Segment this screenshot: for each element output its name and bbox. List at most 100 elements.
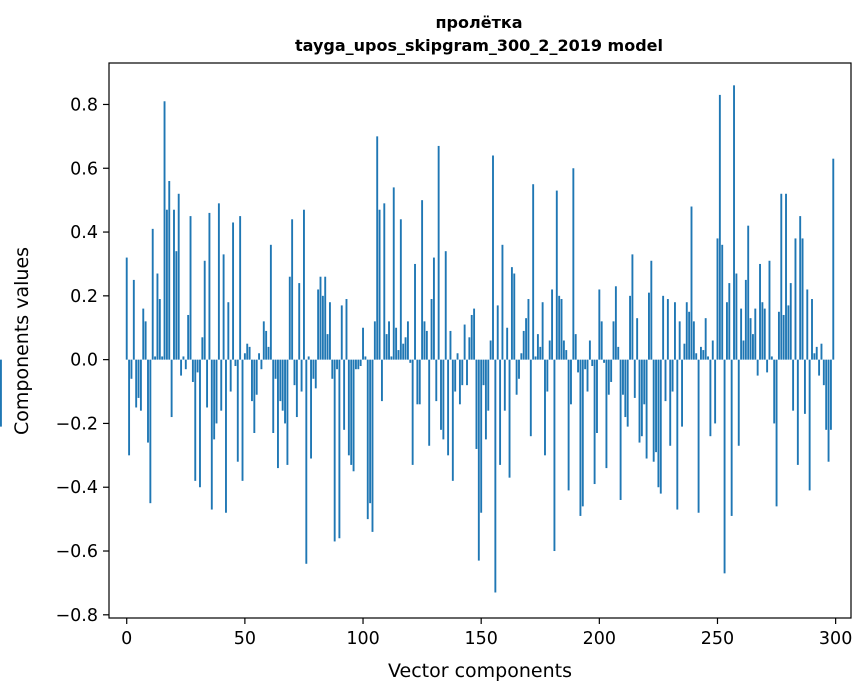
bar-150 — [480, 359, 483, 513]
bar-294 — [820, 343, 823, 360]
bar-255 — [728, 283, 731, 360]
bar-24 — [182, 356, 185, 360]
bar-293 — [818, 359, 821, 376]
bar-140 — [456, 353, 459, 360]
bar-68 — [286, 359, 289, 465]
bar-14 — [158, 299, 161, 360]
bar-121 — [411, 359, 414, 465]
bar-47 — [236, 359, 239, 462]
bar-213 — [629, 295, 631, 360]
bar-93 — [345, 299, 348, 360]
bar-66 — [281, 359, 284, 411]
bar-45 — [232, 222, 235, 360]
bar-42 — [225, 359, 227, 513]
x-tick-label: 200 — [583, 629, 616, 649]
bar-262 — [744, 279, 747, 360]
bar-216 — [636, 318, 639, 360]
bar-190 — [574, 334, 577, 360]
bar-143 — [463, 324, 466, 360]
bar-11 — [151, 228, 154, 360]
bar-6 — [139, 359, 142, 411]
bar-173 — [534, 356, 537, 360]
bar-182 — [555, 190, 558, 360]
bar-222 — [650, 260, 653, 360]
bar-215 — [633, 359, 636, 398]
bar-278 — [782, 314, 785, 360]
y-tick-label: −0.4 — [56, 478, 99, 498]
bar-276 — [777, 311, 780, 360]
bar-178 — [546, 359, 549, 392]
bar-211 — [624, 359, 627, 418]
bar-41 — [222, 254, 225, 360]
bar-170 — [527, 299, 530, 360]
bar-73 — [298, 283, 301, 360]
bar-88 — [333, 359, 336, 542]
y-tick-label: 0.6 — [70, 159, 98, 179]
bar-245 — [704, 318, 707, 360]
y-tick-label: 0.8 — [70, 95, 98, 115]
bar-34 — [206, 359, 209, 408]
bar-221 — [648, 292, 650, 360]
bar-164 — [513, 273, 516, 360]
x-axis: 0 50 100 150 200 250 300 — [121, 618, 852, 649]
bar-90 — [338, 359, 341, 539]
bar-43 — [227, 302, 230, 360]
bar-244 — [702, 350, 705, 360]
bar-261 — [742, 340, 745, 360]
bar-169 — [525, 318, 528, 360]
bar-135 — [444, 251, 447, 360]
bar-91 — [340, 305, 343, 360]
y-tick-label: −0.6 — [56, 542, 99, 562]
bar-198 — [593, 359, 596, 485]
bar-4 — [135, 359, 138, 408]
bar-219 — [643, 359, 646, 405]
bar-37 — [213, 359, 216, 440]
bar-87 — [331, 359, 334, 379]
bar-59 — [265, 330, 268, 360]
bar-63 — [274, 359, 277, 379]
bar-299 — [832, 158, 835, 360]
bar-undefined — [0, 359, 2, 427]
bar-103 — [369, 359, 372, 504]
bar-28 — [191, 359, 194, 382]
bar-274 — [773, 359, 776, 424]
bar-136 — [447, 359, 450, 456]
bar-270 — [763, 308, 766, 360]
bar-280 — [787, 305, 790, 360]
bar-218 — [640, 359, 643, 437]
bar-223 — [652, 359, 655, 462]
bar-67 — [284, 359, 286, 424]
bar-174 — [536, 334, 539, 360]
bar-252 — [721, 244, 724, 360]
bar-253 — [723, 359, 726, 574]
bar-33 — [203, 260, 206, 360]
bar-32 — [201, 337, 204, 360]
bar-5 — [137, 359, 140, 398]
bar-277 — [780, 193, 783, 360]
chart-subtitle: tayga_upos_skipgram_300_2_2019 model — [295, 36, 663, 55]
bar-212 — [626, 359, 629, 427]
bar-97 — [354, 359, 357, 370]
bar-151 — [482, 359, 485, 386]
bar-153 — [487, 359, 490, 411]
bar-102 — [366, 359, 369, 520]
bar-171 — [529, 359, 532, 437]
bar-132 — [437, 145, 440, 360]
bar-163 — [510, 267, 513, 360]
bar-263 — [747, 225, 750, 360]
bar-214 — [631, 254, 634, 360]
bar-167 — [520, 353, 523, 360]
bar-109 — [383, 203, 386, 360]
bar-185 — [562, 340, 565, 360]
bar-58 — [262, 321, 265, 360]
bar-70 — [291, 219, 294, 360]
bar-286 — [801, 238, 804, 360]
bar-131 — [435, 359, 438, 402]
bar-205 — [610, 359, 613, 382]
bar-188 — [570, 359, 572, 405]
bar-217 — [638, 359, 641, 443]
bar-271 — [766, 359, 769, 373]
bar-251 — [718, 94, 721, 360]
bar-181 — [553, 359, 556, 552]
bar-69 — [288, 276, 291, 360]
